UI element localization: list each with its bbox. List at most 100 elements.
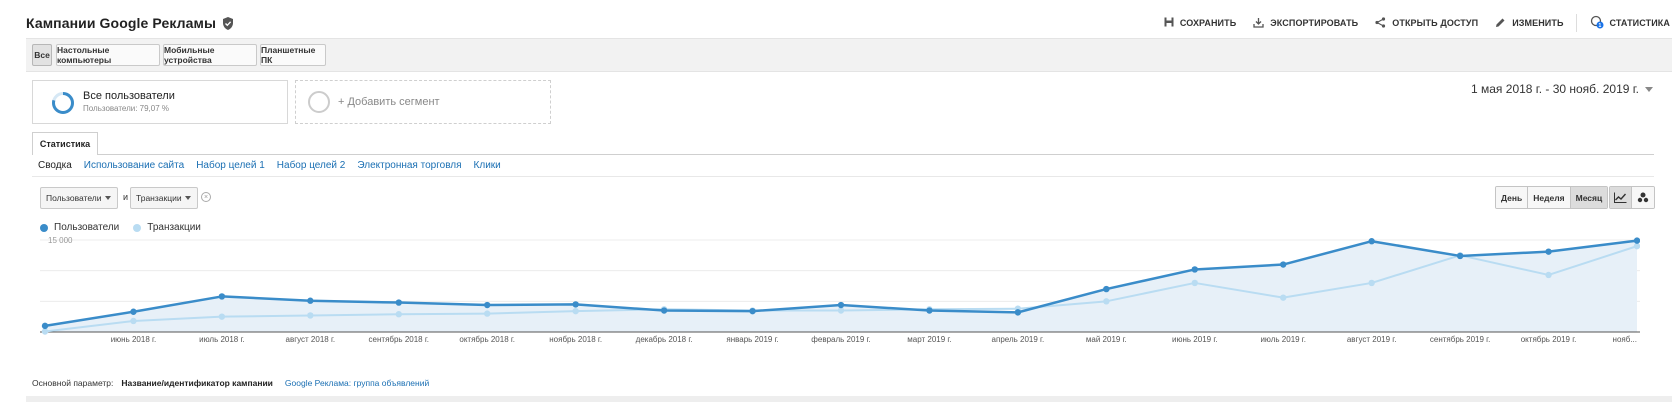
users-series-point bbox=[41, 322, 49, 330]
tab-statistics[interactable]: Статистика bbox=[32, 132, 98, 155]
legend-transactions[interactable]: Транзакции bbox=[133, 222, 201, 233]
device-filter-all[interactable]: Все bbox=[32, 44, 52, 66]
add-segment-label: + Добавить сегмент bbox=[338, 96, 440, 108]
users-series-point bbox=[837, 301, 845, 309]
save-button[interactable]: СОХРАНИТЬ bbox=[1164, 17, 1236, 29]
transactions-series-point bbox=[1103, 298, 1110, 305]
share-icon bbox=[1375, 16, 1392, 30]
motion-chart-icon bbox=[1637, 192, 1649, 203]
date-range-text: 1 мая 2018 г. - 30 нояб. 2019 г. bbox=[1471, 82, 1639, 96]
caret-down-icon bbox=[185, 196, 191, 200]
metric-select-secondary[interactable]: Транзакции bbox=[130, 187, 198, 209]
users-series-point bbox=[1280, 261, 1287, 268]
x-axis-tick-label: июнь 2019 г. bbox=[1172, 335, 1217, 344]
metric-and-label: и bbox=[123, 192, 129, 202]
insights-icon: 1 bbox=[1590, 15, 1610, 31]
primary-dimension-adgroup-link[interactable]: Google Реклама: группа объявлений bbox=[284, 378, 430, 388]
legend-transactions-dot bbox=[133, 223, 142, 232]
segment-name: Все пользователи bbox=[83, 90, 175, 102]
insights-button[interactable]: 1 СТАТИСТИКА bbox=[1590, 15, 1670, 31]
date-range-picker[interactable]: 1 мая 2018 г. - 30 нояб. 2019 г. bbox=[1471, 82, 1653, 96]
device-filter-mobile[interactable]: Мобильные устройства bbox=[163, 44, 257, 66]
line-chart-svg: 15 000 июнь 2018 г. июль 2018 г. август 201… bbox=[40, 236, 1640, 344]
transactions-series-point bbox=[307, 312, 314, 319]
transactions-series-point bbox=[484, 310, 491, 317]
users-series-point bbox=[1368, 238, 1375, 245]
subnav-clicks[interactable]: Клики bbox=[473, 160, 501, 171]
subnav-summary[interactable]: Сводка bbox=[38, 160, 72, 171]
share-label: ОТКРЫТЬ ДОСТУП bbox=[1392, 18, 1479, 28]
primary-dimension-campaign[interactable]: Название/идентификатор кампании bbox=[121, 378, 273, 388]
add-segment-button[interactable]: + Добавить сегмент bbox=[295, 80, 551, 124]
share-button[interactable]: ОТКРЫТЬ ДОСТУП bbox=[1375, 16, 1479, 30]
add-segment-circle-icon bbox=[308, 91, 330, 113]
transactions-series-point bbox=[395, 311, 402, 318]
y-axis-tick-label: 15 000 bbox=[48, 236, 73, 245]
period-month-button[interactable]: Месяц bbox=[1570, 187, 1608, 208]
insights-label: СТАТИСТИКА bbox=[1609, 18, 1670, 28]
tab-divider bbox=[32, 154, 1654, 155]
line-chart-view-button[interactable] bbox=[1610, 187, 1632, 208]
users-series-point bbox=[1456, 252, 1464, 260]
metric-secondary-value: Транзакции bbox=[136, 193, 182, 203]
line-chart: 15 000 июнь 2018 г. июль 2018 г. август 201… bbox=[40, 232, 1640, 362]
legend-transactions-label: Транзакции bbox=[147, 222, 201, 233]
x-axis-tick-label: март 2019 г. bbox=[907, 335, 951, 344]
users-series-point bbox=[660, 307, 668, 314]
caret-down-icon bbox=[105, 196, 111, 200]
segment-share: Пользователи: 79,07 % bbox=[83, 104, 170, 113]
subnav-goal-set-2[interactable]: Набор целей 2 bbox=[276, 160, 346, 171]
x-axis-tick-label: октябрь 2018 г. bbox=[459, 335, 515, 344]
device-filter-tablet[interactable]: Планшетные ПК bbox=[260, 44, 326, 66]
export-icon bbox=[1253, 17, 1270, 30]
line-chart-icon bbox=[1614, 192, 1627, 203]
transactions-series-point bbox=[1545, 271, 1552, 279]
x-axis-tick-label: январь 2019 г. bbox=[726, 335, 778, 344]
users-series-point bbox=[749, 307, 756, 315]
chart-legend: Пользователи Транзакции bbox=[40, 222, 215, 233]
legend-users[interactable]: Пользователи bbox=[40, 222, 119, 233]
period-week-button[interactable]: Неделя bbox=[1528, 187, 1571, 208]
x-axis-tick-label: май 2019 г. bbox=[1086, 335, 1127, 344]
save-label: СОХРАНИТЬ bbox=[1179, 18, 1237, 28]
users-series-point bbox=[1633, 237, 1640, 244]
subnav-divider bbox=[32, 176, 1654, 177]
users-area-fill bbox=[45, 240, 1637, 332]
x-axis-tick-label: август 2018 г. bbox=[286, 335, 336, 344]
device-filter-bar: Все Настольные компьютеры Мобильные устр… bbox=[26, 38, 1672, 72]
subnav-ecommerce[interactable]: Электронная торговля bbox=[357, 160, 462, 171]
x-axis-tick-label: июль 2018 г. bbox=[199, 335, 245, 344]
x-axis-tick-label: август 2019 г. bbox=[1347, 335, 1397, 344]
metric-primary-value: Пользователи bbox=[46, 193, 102, 203]
save-icon bbox=[1164, 17, 1180, 29]
remove-metric-icon[interactable]: × bbox=[201, 192, 211, 202]
x-axis-tick-label: сентябрь 2018 г. bbox=[369, 335, 429, 344]
x-axis-tick-label: нояб... bbox=[1613, 335, 1637, 344]
x-axis-tick-label: февраль 2019 г. bbox=[811, 335, 870, 344]
x-axis-tick-label: сентябрь 2019 г. bbox=[1430, 335, 1490, 344]
period-day-button[interactable]: День bbox=[1496, 187, 1529, 208]
transactions-series-point bbox=[218, 313, 226, 320]
edit-button[interactable]: ИЗМЕНИТЬ bbox=[1495, 17, 1563, 30]
table-toolbar-strip bbox=[26, 396, 1672, 402]
chevron-down-icon bbox=[1645, 86, 1653, 92]
metric-select-primary[interactable]: Пользователи bbox=[40, 187, 118, 209]
users-series-point bbox=[1545, 248, 1552, 255]
users-series-point bbox=[307, 297, 314, 304]
report-header: Кампании Google Рекламы СОХРАНИТЬ ЭКСПОР… bbox=[26, 10, 1670, 36]
subnav-site-usage[interactable]: Использование сайта bbox=[83, 160, 185, 171]
transactions-series-point bbox=[1280, 294, 1287, 301]
device-filter-desktop[interactable]: Настольные компьютеры bbox=[56, 44, 160, 66]
users-series-point bbox=[1014, 309, 1022, 316]
export-button[interactable]: ЭКСПОРТИРОВАТЬ bbox=[1253, 17, 1358, 30]
edit-icon bbox=[1495, 17, 1512, 30]
edit-label: ИЗМЕНИТЬ bbox=[1512, 18, 1564, 28]
users-series-point bbox=[572, 301, 579, 308]
users-series-point bbox=[130, 308, 137, 315]
verified-shield-icon bbox=[222, 16, 234, 30]
transactions-series-point bbox=[130, 317, 137, 325]
segment-card-all-users[interactable]: Все пользователи Пользователи: 79,07 % bbox=[32, 80, 288, 124]
subnav-goal-set-1[interactable]: Набор целей 1 bbox=[196, 160, 265, 171]
x-axis-tick-label: ноябрь 2018 г. bbox=[549, 335, 602, 344]
motion-chart-view-button[interactable] bbox=[1632, 187, 1654, 208]
